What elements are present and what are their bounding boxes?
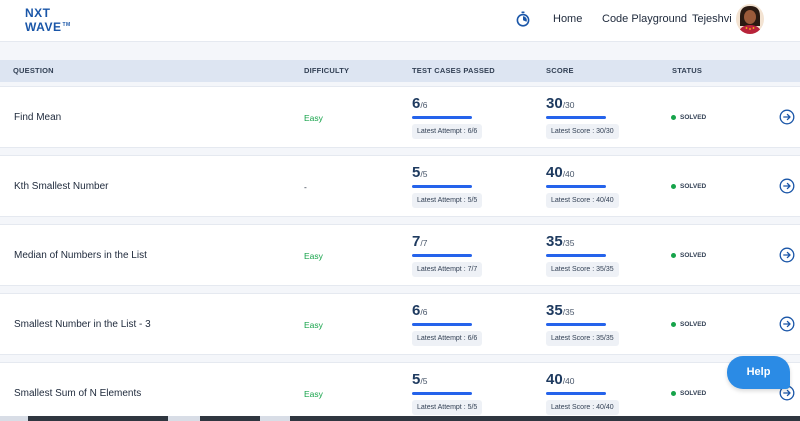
status-dot — [671, 253, 676, 258]
column-status: STATUS — [672, 66, 703, 75]
status-badge: SOLVED — [680, 114, 707, 121]
score-value: 35/35 — [546, 233, 575, 250]
tests-passed-value: 5/5 — [412, 164, 428, 181]
question-title[interactable]: Kth Smallest Number — [14, 181, 109, 192]
latest-score-chip: Latest Score : 40/40 — [546, 400, 619, 415]
score-total: /35 — [562, 307, 575, 317]
score-progress-bar — [546, 116, 606, 119]
tests-progress-bar — [412, 323, 472, 326]
status-badge: SOLVED — [680, 183, 707, 190]
difficulty-label: - — [304, 182, 307, 192]
table-header: QUESTION DIFFICULTY TEST CASES PASSED SC… — [0, 60, 800, 82]
difficulty-label: Easy — [304, 320, 323, 330]
tests-progress-bar — [412, 392, 472, 395]
latest-attempt-chip: Latest Attempt : 6/6 — [412, 331, 483, 346]
status-dot — [671, 322, 676, 327]
score-progress-bar — [546, 392, 606, 395]
column-test-cases-passed: TEST CASES PASSED — [412, 66, 495, 75]
status-dot — [671, 184, 676, 189]
nav-user-name[interactable]: Tejeshvi — [692, 13, 732, 25]
table-row[interactable]: Median of Numbers in the List Easy 7/7 L… — [0, 224, 800, 286]
latest-attempt-chip: Latest Attempt : 5/5 — [412, 400, 483, 415]
status-dot — [671, 115, 676, 120]
arrow-right-circle-icon[interactable] — [779, 247, 795, 263]
tests-progress-bar — [412, 185, 472, 188]
tests-progress-bar — [412, 254, 472, 257]
table-row[interactable]: Smallest Sum of N Elements Easy 5/5 Late… — [0, 362, 800, 421]
difficulty-label: Easy — [304, 389, 323, 399]
top-header: NXT WAVETM Home Code Playground Tejeshvi — [0, 0, 800, 42]
tests-total: /5 — [420, 376, 428, 386]
status-badge: SOLVED — [680, 321, 707, 328]
column-question: QUESTION — [13, 66, 54, 75]
tests-passed-value: 7/7 — [412, 233, 428, 250]
score-value: 40/40 — [546, 371, 575, 388]
latest-score-chip: Latest Score : 35/35 — [546, 331, 619, 346]
score-progress-bar — [546, 185, 606, 188]
score-value: 30/30 — [546, 95, 575, 112]
tests-passed-value: 6/6 — [412, 302, 428, 319]
tests-total: /7 — [420, 238, 428, 248]
tests-total: /6 — [420, 307, 428, 317]
scrollbar-segment — [28, 416, 168, 421]
question-title[interactable]: Median of Numbers in the List — [14, 250, 147, 261]
table-row[interactable]: Smallest Number in the List - 3 Easy 6/6… — [0, 293, 800, 355]
nav-home-link[interactable]: Home — [553, 13, 583, 25]
nav-code-playground-link[interactable]: Code Playground — [602, 13, 688, 25]
latest-score-chip: Latest Score : 40/40 — [546, 193, 619, 208]
help-button[interactable]: Help — [727, 356, 790, 389]
score-total: /40 — [562, 376, 575, 386]
score-value: 40/40 — [546, 164, 575, 181]
score-total: /40 — [562, 169, 575, 179]
question-title[interactable]: Smallest Number in the List - 3 — [14, 319, 151, 330]
status-badge: SOLVED — [680, 390, 707, 397]
tests-total: /5 — [420, 169, 428, 179]
latest-attempt-chip: Latest Attempt : 6/6 — [412, 124, 483, 139]
latest-score-chip: Latest Score : 35/35 — [546, 262, 619, 277]
timer-icon[interactable] — [515, 11, 531, 27]
arrow-right-circle-icon[interactable] — [779, 316, 795, 332]
score-progress-bar — [546, 254, 606, 257]
score-total: /30 — [562, 100, 575, 110]
difficulty-label: Easy — [304, 251, 323, 261]
avatar[interactable] — [736, 4, 764, 34]
tests-passed-value: 5/5 — [412, 371, 428, 388]
scrollbar-segment — [290, 416, 800, 421]
score-progress-bar — [546, 323, 606, 326]
scrollbar-segment — [200, 416, 260, 421]
question-title[interactable]: Find Mean — [14, 112, 62, 123]
tests-passed-value: 6/6 — [412, 95, 428, 112]
tests-progress-bar — [412, 116, 472, 119]
latest-attempt-chip: Latest Attempt : 5/5 — [412, 193, 483, 208]
question-title[interactable]: Smallest Sum of N Elements — [14, 388, 142, 399]
column-score: SCORE — [546, 66, 574, 75]
logo-line-1: NXT — [25, 6, 51, 20]
bottom-scrollbar[interactable] — [0, 416, 800, 421]
score-total: /35 — [562, 238, 575, 248]
logo-line-2: WAVETM — [25, 20, 71, 34]
latest-attempt-chip: Latest Attempt : 7/7 — [412, 262, 483, 277]
arrow-right-circle-icon[interactable] — [779, 178, 795, 194]
table-row[interactable]: Find Mean Easy 6/6 Latest Attempt : 6/6 … — [0, 86, 800, 148]
latest-score-chip: Latest Score : 30/30 — [546, 124, 619, 139]
nxtwave-logo[interactable]: NXT WAVETM — [25, 7, 85, 35]
status-dot — [671, 391, 676, 396]
table-row[interactable]: Kth Smallest Number - 5/5 Latest Attempt… — [0, 155, 800, 217]
score-value: 35/35 — [546, 302, 575, 319]
difficulty-label: Easy — [304, 113, 323, 123]
column-difficulty: DIFFICULTY — [304, 66, 350, 75]
tests-total: /6 — [420, 100, 428, 110]
logo-tm: TM — [62, 22, 71, 28]
status-badge: SOLVED — [680, 252, 707, 259]
arrow-right-circle-icon[interactable] — [779, 109, 795, 125]
